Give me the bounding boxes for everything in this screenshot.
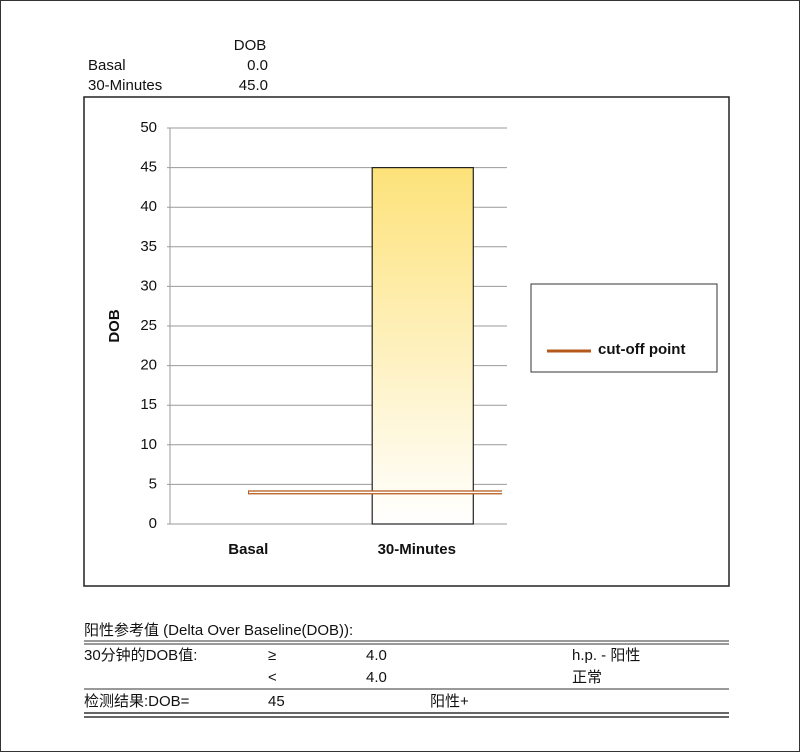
table-row-name: 30-Minutes <box>88 77 162 94</box>
bar <box>371 167 474 525</box>
legend-label: cut-off point <box>598 341 685 358</box>
result-value: 45 <box>268 693 285 710</box>
y-tick-label: 30 <box>140 277 157 294</box>
y-tick-label: 5 <box>149 475 157 492</box>
reference-cell: 4.0 <box>366 669 387 686</box>
y-tick-label: 20 <box>140 357 157 374</box>
y-tick-label: 10 <box>140 436 157 453</box>
reference-cell: h.p. - 阳性 <box>572 647 640 664</box>
result-status: 阳性+ <box>430 693 469 710</box>
reference-cell: 正常 <box>572 669 602 686</box>
y-tick-label: 15 <box>140 396 157 413</box>
table-row-value: 45.0 <box>239 77 268 94</box>
y-axis-label: DOB <box>106 309 123 343</box>
y-tick-label: 45 <box>140 159 157 176</box>
y-tick-label: 50 <box>140 119 157 136</box>
table-header: DOB <box>234 37 267 54</box>
reference-cell: < <box>268 669 277 686</box>
x-tick-label: 30-Minutes <box>378 541 456 558</box>
reference-cell: 30分钟的DOB值: <box>84 647 197 664</box>
table-row-name: Basal <box>88 57 126 74</box>
y-tick-label: 0 <box>149 515 157 532</box>
table-row-value: 0.0 <box>247 57 268 74</box>
chart-frame <box>83 96 730 587</box>
reference-cell: 4.0 <box>366 647 387 664</box>
y-tick-label: 25 <box>140 317 157 334</box>
reference-title: 阳性参考值 (Delta Over Baseline(DOB)): <box>84 622 353 639</box>
legend-box <box>530 283 718 373</box>
y-tick-label: 40 <box>140 198 157 215</box>
reference-cell: ≥ <box>268 647 276 664</box>
result-label: 检测结果:DOB= <box>84 693 190 710</box>
y-tick-label: 35 <box>140 238 157 255</box>
x-tick-label: Basal <box>228 541 268 558</box>
